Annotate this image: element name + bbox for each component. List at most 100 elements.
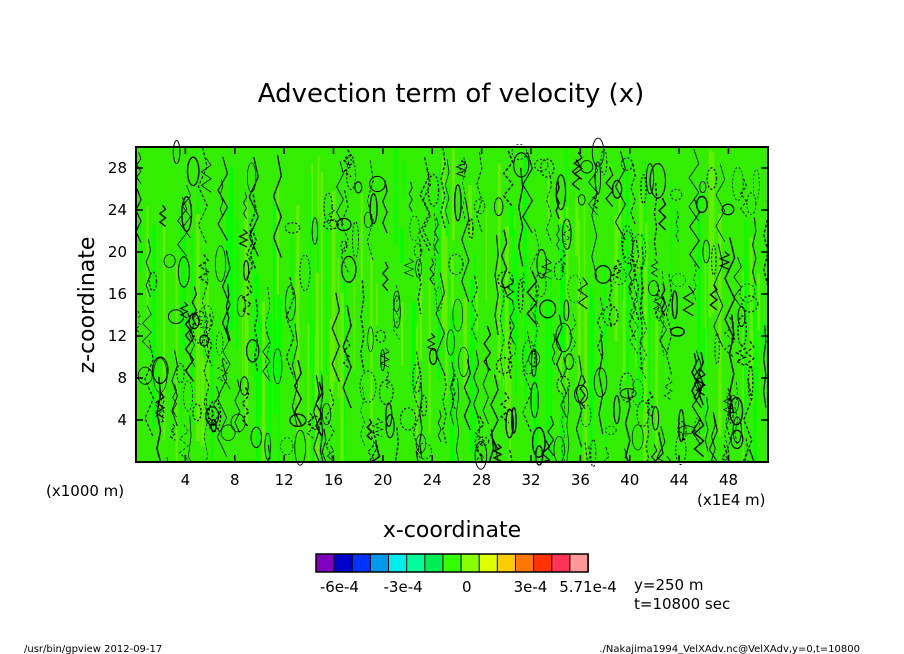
contour-cell bbox=[448, 253, 464, 276]
contour-line bbox=[171, 350, 178, 427]
fill-streak bbox=[401, 301, 404, 367]
contour-cell bbox=[336, 217, 352, 232]
fill-streak bbox=[311, 164, 313, 231]
x-scale-note: (x1E4 m) bbox=[697, 491, 766, 509]
contour-cell bbox=[380, 349, 386, 372]
contour-cell bbox=[474, 198, 486, 214]
x-tick-label: 12 bbox=[275, 471, 294, 489]
contour-line bbox=[734, 343, 747, 367]
contour-cell bbox=[172, 139, 181, 165]
contour-line bbox=[319, 374, 324, 463]
contour-line bbox=[366, 418, 373, 441]
fill-streak bbox=[403, 161, 406, 201]
contour-line bbox=[520, 272, 526, 290]
contour-line bbox=[313, 375, 320, 463]
contour-line bbox=[577, 277, 589, 310]
contour-cell bbox=[181, 196, 193, 232]
contour-line bbox=[724, 237, 736, 341]
x-tick-label: 40 bbox=[620, 471, 639, 489]
contour-line bbox=[693, 355, 703, 409]
annotation-y: y=250 m bbox=[634, 576, 703, 594]
contour-line bbox=[262, 331, 271, 382]
colorbar-swatch bbox=[460, 553, 481, 573]
fill-streak bbox=[451, 148, 455, 241]
contour-line bbox=[502, 150, 514, 208]
contour-line bbox=[653, 183, 658, 257]
contour-line bbox=[698, 351, 704, 406]
contour-cell bbox=[220, 424, 236, 441]
contour-cell bbox=[385, 402, 393, 428]
fill-streak bbox=[474, 253, 476, 460]
fill-streak bbox=[744, 220, 747, 337]
contour-line bbox=[169, 423, 177, 441]
fill-streak bbox=[637, 273, 640, 403]
contour-cell bbox=[649, 162, 667, 199]
fill-streak bbox=[567, 254, 569, 328]
contour-cell bbox=[530, 382, 539, 419]
contour-cell bbox=[309, 415, 322, 431]
contour-line bbox=[336, 161, 344, 226]
contour-cell bbox=[739, 283, 756, 303]
fill-streak bbox=[749, 237, 753, 405]
contour-cell bbox=[354, 181, 363, 194]
fill-streak bbox=[505, 226, 509, 432]
fill-streak bbox=[757, 273, 760, 331]
fill-streak bbox=[200, 298, 205, 447]
colorbar-swatch bbox=[442, 553, 462, 573]
y-tick-label: 24 bbox=[108, 201, 127, 219]
contour-line bbox=[534, 284, 538, 360]
contour-cell bbox=[321, 403, 332, 426]
fill-streak bbox=[416, 321, 419, 440]
fill-streak bbox=[618, 178, 621, 240]
fill-streak bbox=[485, 207, 487, 301]
contour-cell bbox=[677, 421, 687, 441]
contour-line bbox=[243, 191, 248, 219]
fill-streak bbox=[547, 175, 550, 223]
fill-streak bbox=[565, 149, 568, 207]
fill-streak bbox=[761, 321, 765, 355]
colorbar-swatch bbox=[424, 553, 444, 573]
contour-cell bbox=[538, 299, 557, 319]
fill-streak bbox=[626, 155, 629, 384]
contour-cell bbox=[243, 260, 250, 281]
fill-streak bbox=[500, 229, 503, 346]
contour-cell bbox=[427, 173, 440, 207]
contour-line bbox=[177, 197, 188, 257]
fill-streak bbox=[411, 301, 416, 394]
colorbar-swatch bbox=[351, 553, 372, 573]
contour-cell bbox=[509, 340, 517, 356]
fill-streak bbox=[675, 208, 678, 240]
contour-cell bbox=[210, 419, 217, 433]
fill-streak bbox=[512, 230, 515, 343]
contour-cell bbox=[452, 298, 464, 332]
contour-cell bbox=[613, 395, 621, 425]
contour-line bbox=[645, 391, 654, 418]
contour-line bbox=[704, 397, 709, 452]
fill-streak bbox=[295, 273, 297, 305]
contour-cell bbox=[192, 403, 202, 422]
contour-cell bbox=[612, 266, 627, 286]
contour-cell bbox=[602, 305, 619, 327]
fill-streak bbox=[550, 266, 552, 462]
colorbar-label: -6e-4 bbox=[320, 578, 359, 596]
contour-cell bbox=[678, 425, 695, 435]
contour-line bbox=[241, 286, 253, 317]
contour-cell bbox=[454, 184, 462, 222]
contour-cell bbox=[399, 407, 417, 431]
fill-streak bbox=[274, 321, 277, 415]
contour-cell bbox=[367, 326, 374, 352]
contour-line bbox=[693, 264, 697, 301]
contour-line bbox=[725, 388, 731, 463]
fill-streak bbox=[473, 305, 475, 340]
contour-line bbox=[419, 381, 423, 459]
footer-left: /usr/bin/gpview 2012-09-17 bbox=[24, 644, 162, 654]
contour-cell bbox=[702, 239, 711, 264]
fill-streak bbox=[546, 299, 549, 462]
contour-cell bbox=[341, 255, 357, 283]
contour-line bbox=[752, 217, 757, 286]
contour-cell bbox=[535, 445, 544, 466]
y-axis-label: z-coordinate bbox=[75, 237, 100, 374]
colorbar-swatch bbox=[388, 553, 408, 573]
fill-streak bbox=[718, 213, 722, 437]
